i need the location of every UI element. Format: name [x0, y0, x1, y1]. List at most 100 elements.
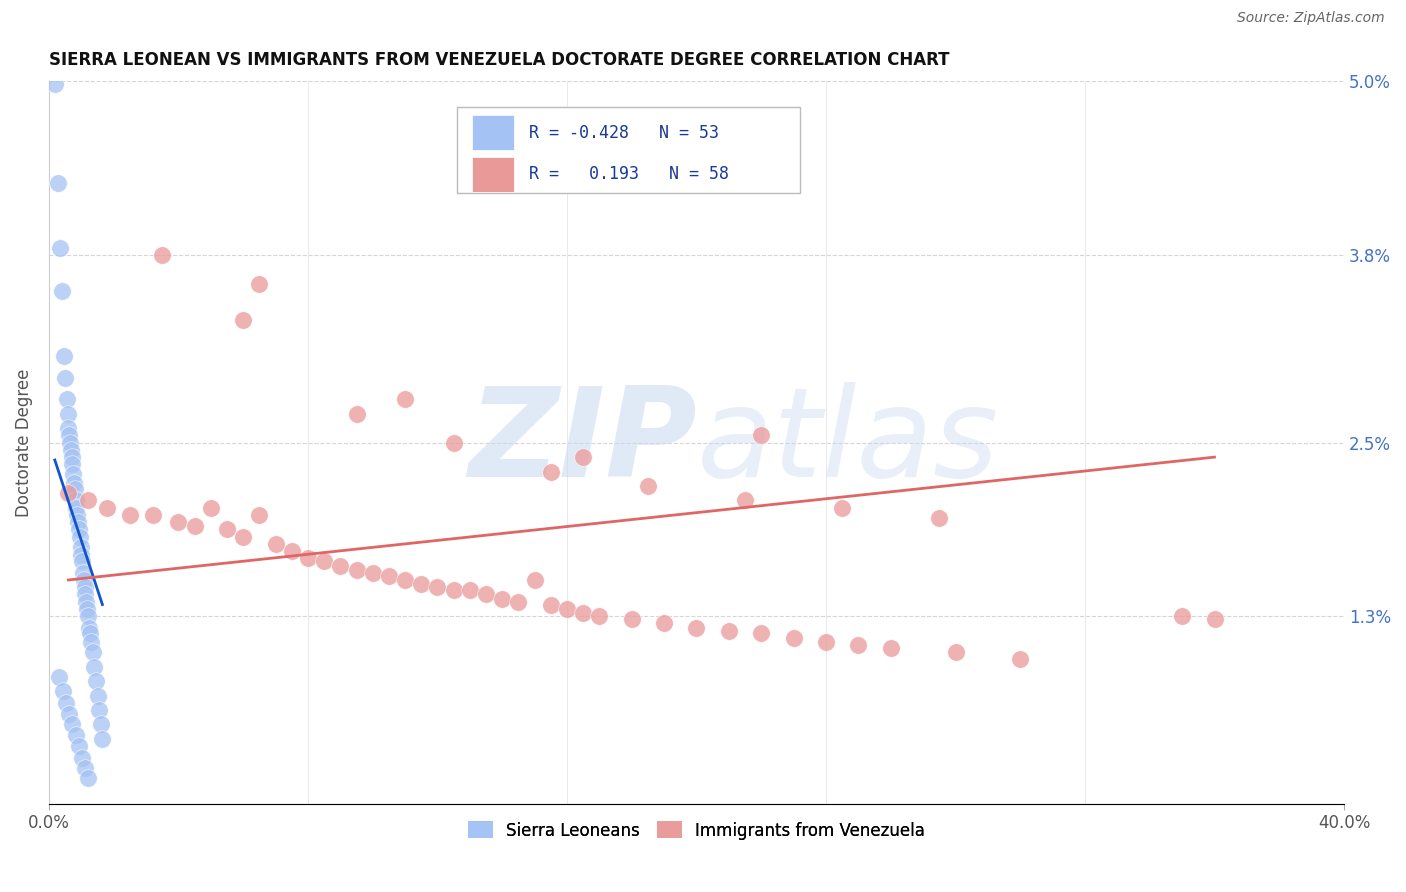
Point [523, 573, 546, 587]
Point [76, 609, 98, 624]
Point [685, 621, 707, 635]
Point [63, 476, 86, 491]
Point [69, 530, 91, 544]
Point [53, 370, 76, 384]
Point [749, 626, 772, 640]
Point [59, 442, 82, 457]
Point [67, 515, 90, 529]
Point [76, 602, 98, 616]
Point [378, 568, 401, 582]
Point [60, 717, 83, 731]
Point [46, 176, 69, 190]
Point [69, 540, 91, 554]
Point [443, 583, 465, 598]
Point [62, 467, 84, 482]
Point [458, 583, 481, 598]
Y-axis label: Doctorate Degree: Doctorate Degree [15, 368, 32, 516]
Point [588, 609, 610, 624]
Point [264, 537, 287, 551]
Point [572, 606, 595, 620]
Point [1010, 652, 1032, 666]
Point [540, 598, 562, 612]
Point [76, 493, 98, 508]
Point [72, 566, 94, 580]
Point [75, 594, 97, 608]
Text: R = -0.428   N = 53: R = -0.428 N = 53 [530, 124, 720, 142]
Point [58, 421, 80, 435]
Point [73, 580, 96, 594]
Point [48, 670, 70, 684]
Point [70, 750, 93, 764]
Point [945, 645, 967, 659]
Point [58, 428, 80, 442]
Point [65, 728, 87, 742]
Point [66, 508, 89, 522]
Point [620, 612, 643, 626]
Text: atlas: atlas [696, 382, 998, 503]
Point [90, 717, 112, 731]
Point [83, 659, 105, 673]
Point [200, 500, 222, 515]
FancyBboxPatch shape [457, 107, 800, 194]
Text: Source: ZipAtlas.com: Source: ZipAtlas.com [1237, 12, 1385, 25]
Point [91, 731, 114, 746]
Point [249, 277, 271, 291]
FancyBboxPatch shape [472, 157, 513, 192]
Point [118, 508, 141, 522]
Point [426, 580, 449, 594]
Point [51, 284, 73, 298]
Point [782, 631, 804, 645]
Point [84, 674, 107, 689]
Point [411, 577, 433, 591]
Point [65, 493, 87, 508]
Point [80, 635, 103, 649]
Point [1204, 612, 1226, 626]
Point [86, 689, 108, 703]
Point [814, 635, 837, 649]
Point [572, 450, 595, 464]
Text: R =   0.193   N = 58: R = 0.193 N = 58 [530, 165, 730, 183]
Point [848, 638, 870, 652]
Point [70, 554, 93, 568]
Point [249, 508, 271, 522]
Point [1171, 609, 1194, 624]
Point [167, 515, 190, 529]
Point [637, 479, 659, 493]
Point [44, 77, 66, 91]
Point [67, 739, 90, 754]
Point [281, 544, 304, 558]
Text: ZIP: ZIP [468, 382, 696, 503]
Point [70, 549, 93, 563]
Text: SIERRA LEONEAN VS IMMIGRANTS FROM VENEZUELA DOCTORATE DEGREE CORRELATION CHART: SIERRA LEONEAN VS IMMIGRANTS FROM VENEZU… [49, 51, 949, 69]
Point [831, 500, 853, 515]
Point [79, 626, 101, 640]
Point [329, 558, 352, 573]
Point [215, 522, 238, 536]
Point [749, 428, 772, 442]
Point [75, 587, 97, 601]
Point [52, 684, 75, 698]
Point [346, 563, 368, 577]
Point [232, 530, 254, 544]
Point [55, 696, 77, 710]
Point [394, 573, 416, 587]
Point [717, 624, 740, 638]
Point [89, 703, 111, 717]
Point [297, 551, 319, 566]
Point [60, 458, 83, 472]
Point [82, 645, 104, 659]
Point [540, 465, 562, 479]
Point [508, 594, 530, 608]
Point [55, 392, 77, 407]
Point [63, 482, 86, 496]
Point [734, 493, 756, 508]
FancyBboxPatch shape [472, 115, 513, 150]
Point [880, 640, 903, 655]
Point [142, 508, 165, 522]
Point [49, 241, 72, 255]
Point [491, 591, 513, 606]
Point [77, 771, 100, 785]
Point [59, 435, 82, 450]
Point [56, 407, 79, 421]
Point [652, 616, 675, 631]
